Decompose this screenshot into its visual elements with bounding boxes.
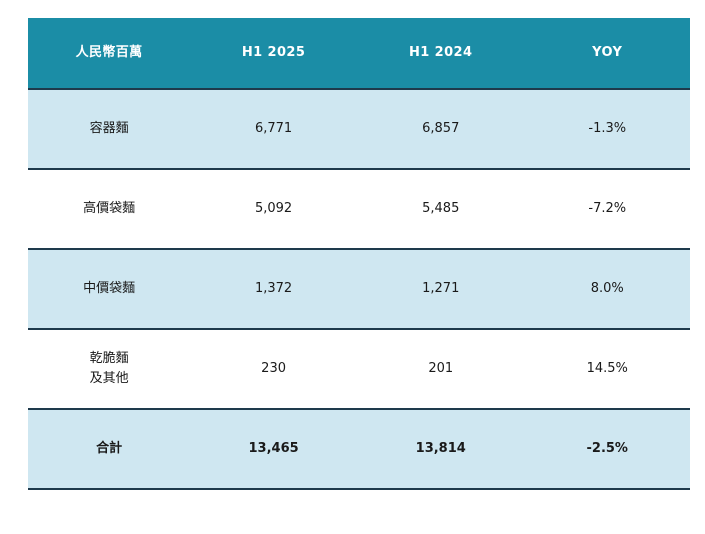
value-h1-2025: 230 — [261, 360, 286, 376]
header-h1-2025: H1 2025 — [241, 44, 306, 60]
value-yoy: -2.5% — [586, 440, 628, 456]
table-row-crispy-noodles-others: 乾脆麵 及其他 230 201 14.5% — [28, 330, 690, 410]
value-h1-2025: 13,465 — [248, 440, 299, 456]
value-h1-2025: 1,372 — [254, 280, 293, 296]
value-yoy: 8.0% — [590, 280, 624, 296]
row-label: 中價袋麵 — [83, 280, 136, 296]
value-h1-2025: 5,092 — [254, 200, 293, 216]
row-label: 乾脆麵 及其他 — [89, 350, 129, 386]
table-row-total: 合計 13,465 13,814 -2.5% — [28, 410, 690, 490]
value-h1-2024: 5,485 — [422, 200, 460, 216]
value-h1-2025: 6,771 — [254, 120, 293, 136]
value-h1-2024: 6,857 — [422, 120, 460, 136]
value-h1-2024: 13,814 — [415, 440, 466, 456]
header-currency-unit: 人民幣百萬 — [75, 44, 143, 60]
value-yoy: 14.5% — [586, 360, 628, 376]
table-row-mid-price-bag-noodles: 中價袋麵 1,372 1,271 8.0% — [28, 250, 690, 330]
table-row-high-price-bag-noodles: 高價袋麵 5,092 5,485 -7.2% — [28, 170, 690, 250]
financial-table: 人民幣百萬 H1 2025 H1 2024 YOY 容器麵 6,771 6,85… — [28, 18, 690, 490]
value-h1-2024: 1,271 — [422, 280, 460, 296]
value-yoy: -1.3% — [588, 120, 627, 136]
page: 人民幣百萬 H1 2025 H1 2024 YOY 容器麵 6,771 6,85… — [0, 18, 705, 534]
row-label: 合計 — [96, 440, 123, 456]
table-header-row: 人民幣百萬 H1 2025 H1 2024 YOY — [28, 18, 690, 90]
header-yoy: YOY — [592, 44, 623, 60]
row-label: 高價袋麵 — [83, 200, 136, 216]
header-h1-2024: H1 2024 — [409, 44, 473, 60]
value-h1-2024: 201 — [428, 360, 454, 376]
row-label: 容器麵 — [89, 120, 129, 136]
table-row-container-noodles: 容器麵 6,771 6,857 -1.3% — [28, 90, 690, 170]
value-yoy: -7.2% — [588, 200, 627, 216]
